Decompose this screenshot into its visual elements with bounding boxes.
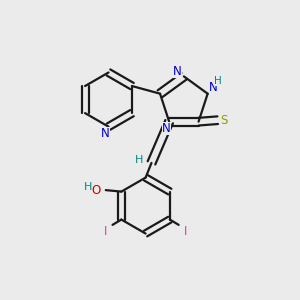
Text: H: H [84, 182, 92, 192]
Text: H: H [214, 76, 222, 86]
Text: I: I [103, 225, 107, 238]
Text: O: O [92, 184, 101, 196]
Text: N: N [101, 127, 110, 140]
Text: I: I [184, 225, 188, 238]
Text: S: S [220, 114, 228, 127]
Text: N: N [173, 65, 182, 79]
Text: N: N [208, 81, 217, 94]
Text: N: N [162, 122, 171, 135]
Text: H: H [135, 155, 143, 165]
